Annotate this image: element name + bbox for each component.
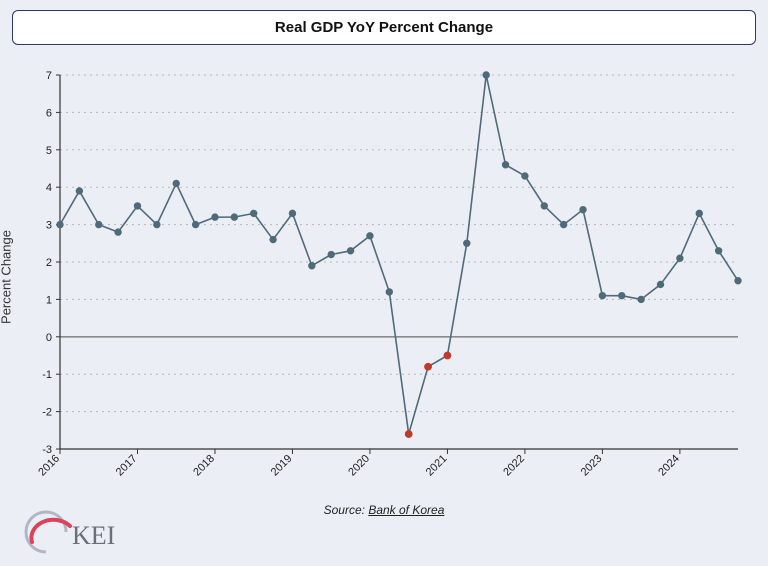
chart-title: Real GDP YoY Percent Change	[275, 19, 493, 36]
svg-text:-3: -3	[42, 444, 52, 456]
source-name: Bank of Korea	[368, 503, 444, 517]
kei-logo: KEI	[22, 508, 132, 556]
y-axis-label: Percent Change	[0, 230, 14, 324]
svg-text:3: 3	[46, 220, 52, 232]
svg-text:2022: 2022	[501, 453, 527, 479]
svg-text:2023: 2023	[579, 453, 605, 479]
svg-text:4: 4	[46, 182, 52, 194]
svg-text:5: 5	[46, 145, 52, 157]
svg-text:2017: 2017	[114, 453, 140, 479]
line-chart: -3 -2 -1 0 1 2 3 4 5 6 7 2016 2017 2018 2019 2020 2021 20…	[12, 53, 756, 501]
svg-text:2024: 2024	[656, 453, 682, 479]
svg-text:-2: -2	[42, 407, 52, 419]
svg-text:7: 7	[46, 70, 52, 82]
svg-text:-1: -1	[42, 369, 52, 381]
svg-text:2016: 2016	[36, 453, 62, 479]
svg-text:1: 1	[46, 294, 52, 306]
source-prefix: Source:	[324, 503, 369, 517]
chart-area: Percent Change -3-2-10123456720162017201…	[12, 53, 756, 501]
svg-text:2018: 2018	[191, 453, 217, 479]
svg-text:2020: 2020	[346, 453, 372, 479]
svg-text:6: 6	[46, 107, 52, 119]
svg-text:0: 0	[46, 332, 52, 344]
chart-container: Real GDP YoY Percent Change Percent Chan…	[0, 0, 768, 566]
svg-text:2: 2	[46, 257, 52, 269]
chart-title-box: Real GDP YoY Percent Change	[12, 10, 756, 45]
svg-text:2019: 2019	[269, 453, 295, 479]
logo-text: KEI	[72, 521, 115, 550]
svg-text:2021: 2021	[424, 453, 450, 479]
